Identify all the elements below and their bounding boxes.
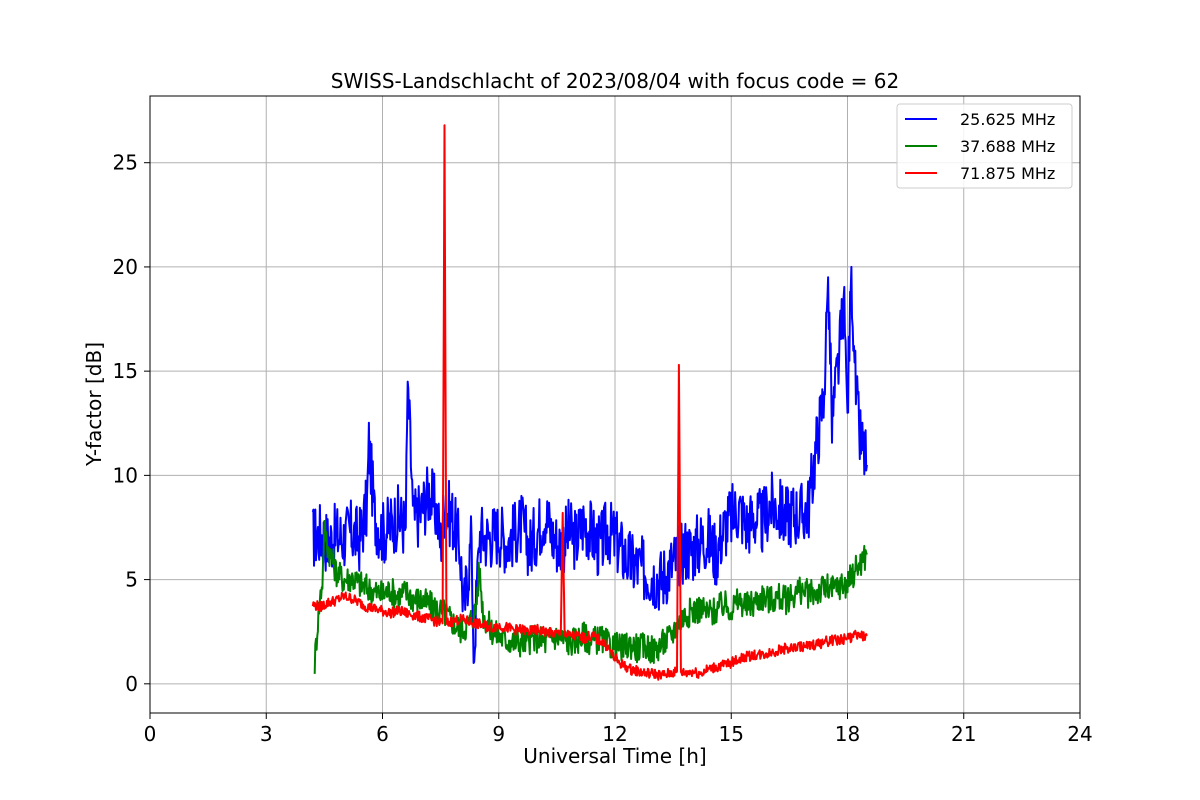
x-axis-label: Universal Time [h] xyxy=(523,744,706,768)
series-line-0 xyxy=(311,265,868,664)
series-layer xyxy=(311,124,868,681)
legend: 25.625 MHz 37.688 MHz 71.875 MHz xyxy=(896,103,1073,189)
ticks: 0 3 6 9 12 15 18 21 24 0 5 10 15 20 25 xyxy=(113,151,1093,746)
x-tick-label: 18 xyxy=(835,722,860,746)
x-tick-label: 21 xyxy=(951,722,976,746)
y-tick-label: 5 xyxy=(125,568,138,592)
x-tick-label: 9 xyxy=(492,722,505,746)
y-tick-label: 10 xyxy=(113,463,138,487)
y-tick-label: 15 xyxy=(113,359,138,383)
x-tick-label: 24 xyxy=(1067,722,1092,746)
legend-box xyxy=(896,103,1073,189)
chart-title: SWISS-Landschlacht of 2023/08/04 with fo… xyxy=(331,69,899,93)
series-line-2 xyxy=(311,124,868,681)
series-line-1 xyxy=(313,520,868,674)
legend-entry-label: 71.875 MHz xyxy=(960,164,1055,183)
legend-entry-label: 37.688 MHz xyxy=(960,137,1055,156)
y-tick-label: 0 xyxy=(125,672,138,696)
x-tick-label: 12 xyxy=(602,722,627,746)
x-tick-label: 3 xyxy=(260,722,273,746)
y-tick-label: 25 xyxy=(113,151,138,175)
x-tick-label: 15 xyxy=(719,722,744,746)
x-tick-label: 0 xyxy=(144,722,157,746)
x-tick-label: 6 xyxy=(376,722,389,746)
legend-entry-label: 25.625 MHz xyxy=(960,110,1055,129)
y-tick-label: 20 xyxy=(113,255,138,279)
y-axis-label: Y-factor [dB] xyxy=(82,342,106,467)
